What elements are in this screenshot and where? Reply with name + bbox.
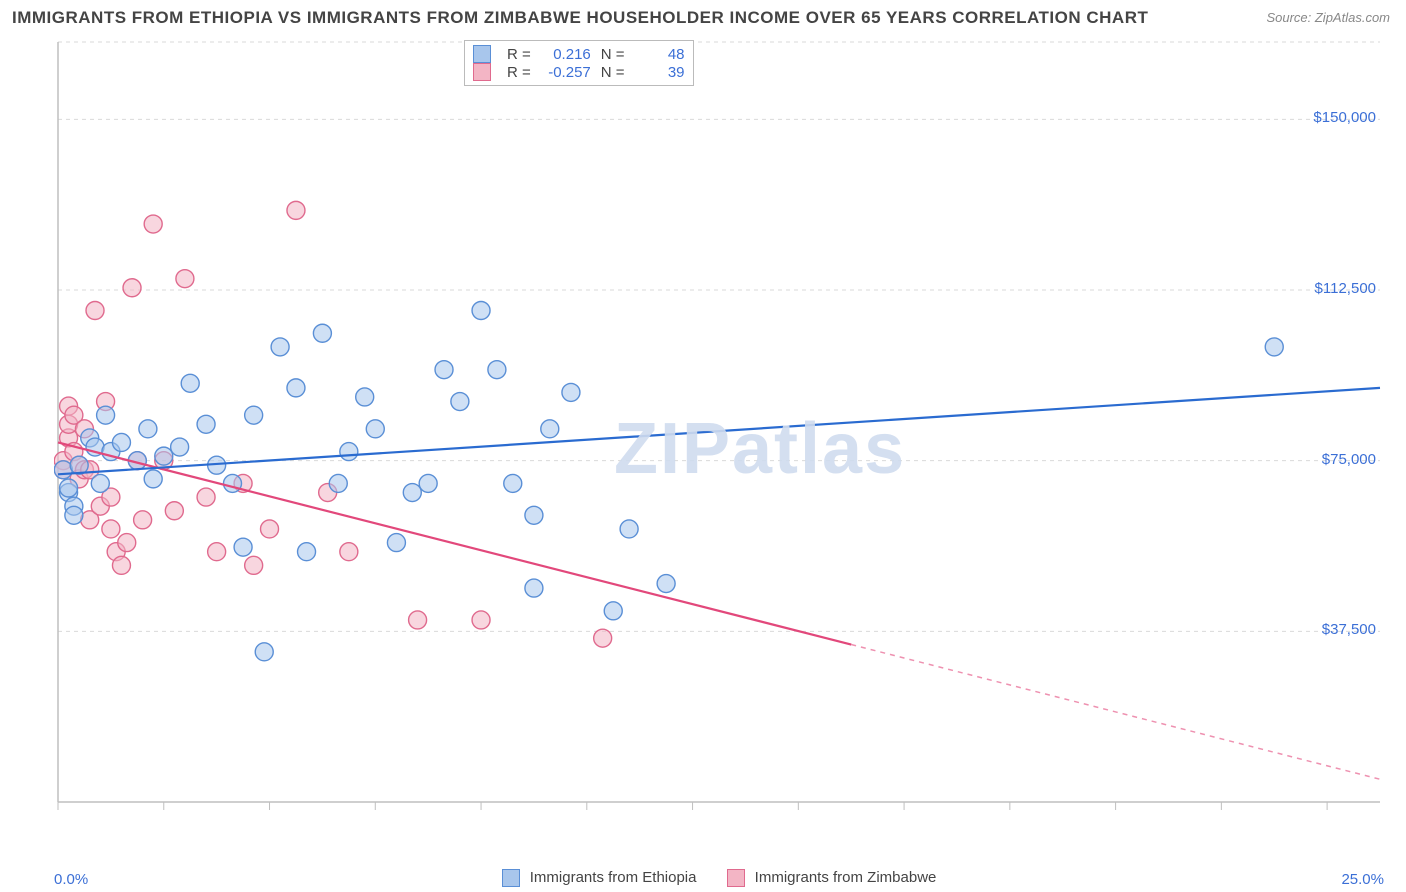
n-value: 48 [635,46,685,63]
stat-row: R = -0.257 N = 39 [473,63,685,81]
swatch-zimbabwe [727,869,745,887]
y-tick-label: $112,500 [1315,280,1376,297]
chart-title: IMMIGRANTS FROM ETHIOPIA VS IMMIGRANTS F… [12,8,1148,27]
n-label: N = [601,64,625,81]
r-label: R = [507,64,531,81]
y-tick-label: $75,000 [1322,451,1376,468]
swatch-zimbabwe [473,63,491,81]
y-tick-label: $150,000 [1313,109,1376,126]
legend-label: Immigrants from Zimbabwe [755,869,937,886]
swatch-ethiopia [473,45,491,63]
source-label: Source: ZipAtlas.com [1266,10,1390,25]
y-tick-label: $37,500 [1322,621,1376,638]
r-value: 0.216 [541,46,591,63]
legend-item-zimbabwe: Immigrants from Zimbabwe [727,869,937,887]
n-value: 39 [635,64,685,81]
r-label: R = [507,46,531,63]
r-value: -0.257 [541,64,591,81]
n-label: N = [601,46,625,63]
x-legend: Immigrants from Ethiopia Immigrants from… [54,864,1384,892]
legend-label: Immigrants from Ethiopia [530,869,697,886]
chart-area: ZIPatlas R = 0.216 N = 48 R = -0.257 N =… [54,38,1384,828]
chart-header: IMMIGRANTS FROM ETHIOPIA VS IMMIGRANTS F… [12,8,1394,32]
x-max-label: 25.0% [1341,871,1384,888]
x-min-label: 0.0% [54,871,88,888]
legend-item-ethiopia: Immigrants from Ethiopia [502,869,697,887]
stats-legend-box: R = 0.216 N = 48 R = -0.257 N = 39 [464,40,694,86]
swatch-ethiopia [502,869,520,887]
stat-row: R = 0.216 N = 48 [473,45,685,63]
scatter-plot [54,38,1384,828]
